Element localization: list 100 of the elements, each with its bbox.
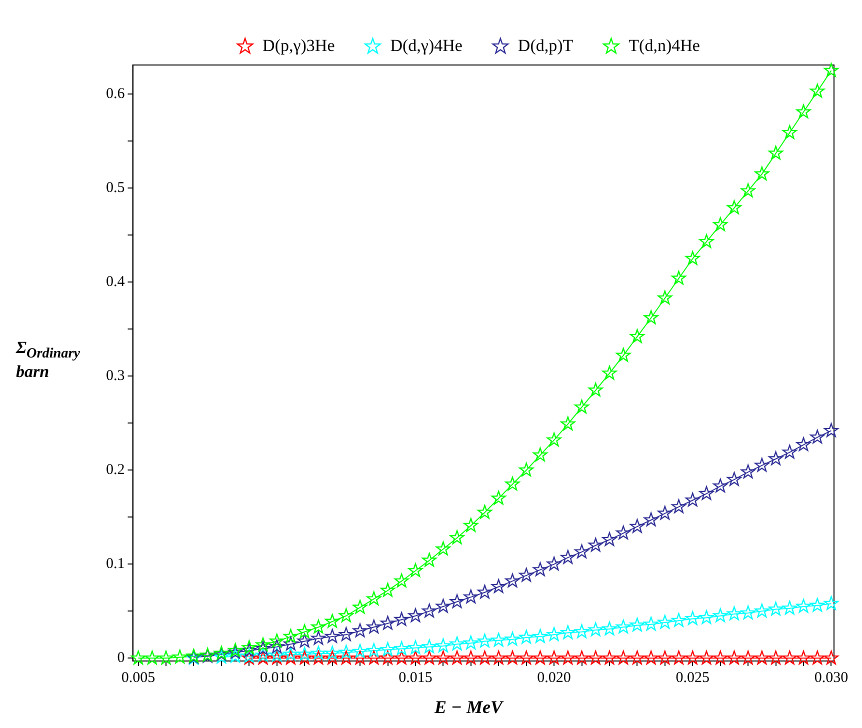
point: [658, 650, 672, 664]
point: [519, 630, 534, 644]
point: [338, 650, 354, 664]
point: [560, 416, 576, 430]
point: [519, 568, 534, 582]
point: [366, 650, 382, 664]
point: [450, 594, 464, 608]
point: [408, 608, 423, 622]
legend-label: D(d,γ)4He: [390, 36, 462, 55]
point: [782, 444, 797, 459]
point: [546, 556, 562, 570]
point: [672, 650, 686, 664]
point: [144, 650, 160, 664]
point: [588, 622, 603, 636]
point: [644, 310, 658, 324]
point: [768, 602, 784, 616]
point: [658, 506, 672, 520]
point: [394, 612, 409, 626]
point: [672, 270, 686, 285]
point: [297, 624, 312, 638]
point: [436, 598, 450, 613]
point: [644, 512, 658, 526]
point: [172, 650, 188, 664]
point: [768, 451, 784, 466]
point: [311, 650, 326, 664]
point: [740, 183, 756, 198]
point: [658, 290, 672, 304]
point: [352, 600, 368, 614]
point: [726, 650, 742, 664]
point: [283, 636, 298, 650]
point: [297, 650, 312, 664]
point: [491, 650, 506, 664]
point: [532, 650, 548, 664]
point: [713, 608, 728, 622]
point: [297, 646, 312, 661]
legend-label: D(p,γ)3He: [262, 36, 335, 55]
point: [380, 582, 396, 597]
point: [366, 620, 382, 634]
point: [338, 627, 354, 641]
point: [810, 430, 825, 444]
point: [464, 650, 478, 664]
point: [602, 621, 617, 636]
point: [546, 432, 562, 446]
point: [505, 573, 520, 588]
point: [726, 200, 742, 214]
x-tick-label: 0.005: [121, 670, 156, 686]
point: [726, 472, 742, 486]
point: [338, 608, 354, 622]
point: [380, 642, 396, 656]
point: [366, 591, 382, 606]
point: [325, 650, 340, 664]
point: [796, 598, 811, 613]
point: [491, 490, 506, 505]
point: [422, 639, 437, 654]
point: [532, 562, 548, 576]
point: [672, 612, 686, 627]
point: [699, 610, 714, 624]
y-tick-label: 0.5: [106, 180, 125, 196]
point: [574, 650, 590, 664]
point: [810, 598, 825, 612]
point: [796, 437, 811, 452]
point: [256, 637, 270, 652]
point: [283, 650, 298, 664]
point: [616, 348, 631, 362]
legend-label: D(d,p)T: [518, 36, 574, 55]
point: [588, 382, 603, 397]
point: [242, 640, 256, 654]
point: [436, 650, 450, 664]
point: [131, 650, 146, 664]
point: [644, 650, 658, 664]
point: [158, 650, 174, 664]
point: [782, 650, 797, 664]
point: [546, 650, 562, 664]
point: [685, 611, 700, 625]
point: [754, 166, 770, 180]
point: [740, 650, 756, 664]
point: [228, 648, 243, 663]
point: [644, 616, 658, 631]
y-axis-title: Σ$_{Ordinary}$ barn: [16, 338, 82, 382]
point: [560, 650, 576, 664]
point: [768, 650, 784, 664]
point: [519, 462, 534, 476]
point: [658, 614, 672, 629]
y-tick-label: 0.2: [106, 462, 125, 478]
point: [630, 518, 644, 533]
point: [685, 492, 700, 507]
point: [270, 650, 284, 664]
point: [588, 538, 603, 552]
x-tick-label: 0.030: [814, 670, 848, 686]
point: [491, 579, 506, 593]
point: [270, 634, 284, 648]
point: [519, 650, 534, 664]
y-tick-label: 0: [117, 650, 125, 666]
point: [478, 634, 492, 648]
point: [450, 650, 464, 664]
point: [311, 630, 326, 645]
point: [436, 638, 450, 652]
point: [574, 624, 590, 638]
point: [450, 636, 464, 650]
point: [478, 584, 492, 599]
